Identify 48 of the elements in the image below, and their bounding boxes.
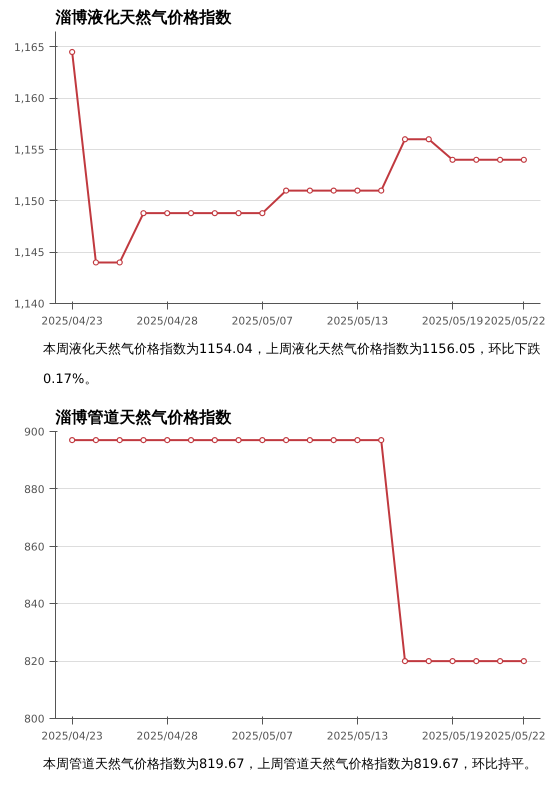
point <box>164 210 170 216</box>
point <box>330 188 337 194</box>
point <box>449 156 456 163</box>
point <box>378 188 384 194</box>
y-tick-label: 1,160 <box>14 92 45 106</box>
y-tick-label: 840 <box>24 598 45 611</box>
x-tick-label: 2025/05/07 <box>232 314 294 328</box>
x-tick-label: 2025/05/13 <box>326 314 388 328</box>
y-tick-label: 1,150 <box>14 194 45 208</box>
x-tick-label: 2025/05/22 <box>484 314 546 328</box>
point <box>306 188 313 194</box>
y-tick-label: 1,155 <box>14 144 45 157</box>
point <box>212 210 218 216</box>
y-tick-label: 860 <box>24 540 45 554</box>
point <box>188 210 194 216</box>
point <box>235 210 242 216</box>
point <box>520 156 527 163</box>
y-tick-label: 1,140 <box>14 298 45 310</box>
y-tick-label: 820 <box>24 655 45 668</box>
point <box>402 136 408 142</box>
point <box>426 136 432 142</box>
text: 本周液化天然气价格指数为1154.04，上周液化天然气价格指数为1156.05，环比下跌0.17%。 <box>43 341 542 389</box>
y-tick-label: 880 <box>24 482 45 496</box>
point <box>473 156 480 163</box>
x-tick-label: 2025/05/19 <box>422 730 484 742</box>
y-tick-label: 1,165 <box>14 40 45 54</box>
chart-title: 淄博管道天然气价格指数 <box>54 408 232 426</box>
point <box>354 188 361 194</box>
x-tick-label: 2025/04/28 <box>136 314 198 328</box>
x-tick-label: 2025/05/07 <box>232 730 294 742</box>
point <box>259 210 266 216</box>
point <box>92 259 100 266</box>
y-tick-label: 900 <box>24 426 45 438</box>
x-tick-label: 2025/04/23 <box>41 314 103 328</box>
point <box>140 210 147 216</box>
y-tick-label: 800 <box>24 712 45 726</box>
text: 本周管道天然气价格指数为819.67，上周管道天然气价格指数为819.67，环比持平。 <box>43 756 537 774</box>
y-tick-label: 1,145 <box>14 246 45 260</box>
point <box>496 156 504 163</box>
x-tick-label: 2025/05/22 <box>484 730 546 742</box>
x-tick-label: 2025/04/23 <box>41 730 103 742</box>
point <box>69 48 76 56</box>
x-tick-label: 2025/04/28 <box>136 730 198 742</box>
x-tick-label: 2025/05/19 <box>422 314 484 328</box>
point <box>116 259 123 266</box>
x-tick-label: 2025/05/13 <box>326 730 388 742</box>
chart-title: 淄博液化天然气价格指数 <box>54 8 232 26</box>
point <box>283 188 290 194</box>
